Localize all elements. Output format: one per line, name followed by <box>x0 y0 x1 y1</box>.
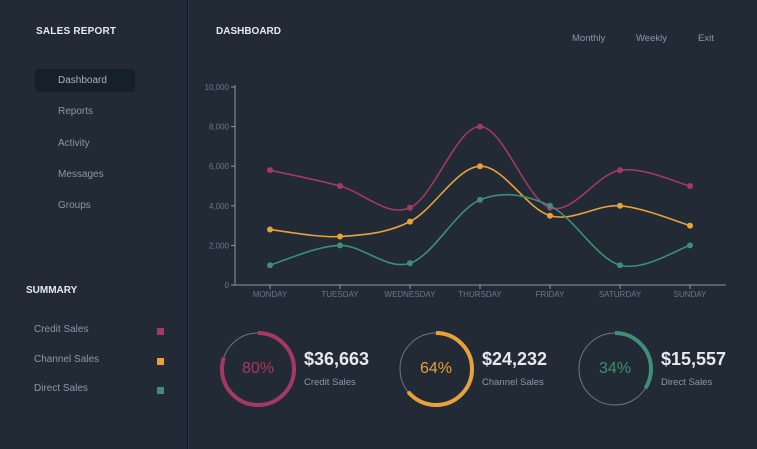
summary-title: SUMMARY <box>26 285 78 296</box>
x-tick-label: SUNDAY <box>674 290 707 299</box>
legend-swatch <box>157 357 164 365</box>
stat-amount: $24,232 <box>482 349 548 369</box>
data-point <box>407 260 413 267</box>
stat-percent: 64% <box>419 360 453 377</box>
data-point <box>267 226 273 233</box>
stat-amount: $15,557 <box>661 349 727 369</box>
data-point <box>267 167 273 174</box>
x-tick-label: WEDNESDAY <box>385 290 437 299</box>
sidebar-divider <box>188 0 189 449</box>
data-point <box>547 212 553 219</box>
legend-item-direct-sales: Direct Sales <box>34 383 166 413</box>
sidebar-item-groups[interactable]: Groups <box>58 200 91 212</box>
y-tick-label: 10,000 <box>205 83 230 92</box>
sidebar-item-messages[interactable]: Messages <box>58 168 104 180</box>
data-point <box>337 233 343 240</box>
stat-credit-sales: 80% $36,663 Credit Sales <box>219 330 389 410</box>
data-point <box>337 242 343 249</box>
x-tick-label: SATURDAY <box>599 290 642 299</box>
monthly-link[interactable]: Monthly <box>572 33 606 44</box>
stat-direct-sales: 34% $15,557 Direct Sales <box>576 330 746 410</box>
data-point <box>477 163 483 170</box>
y-tick-label: 2,000 <box>209 241 230 250</box>
x-tick-label: THURSDAY <box>458 290 502 299</box>
legend-label: Channel Sales <box>34 353 100 365</box>
data-point <box>687 183 693 189</box>
progress-ring <box>577 331 653 407</box>
data-point <box>617 167 623 174</box>
stat-label: Channel Sales <box>482 377 544 388</box>
data-point <box>477 123 483 130</box>
series-line-direct-sales <box>269 193 691 268</box>
page-title: DASHBOARD <box>216 26 281 37</box>
data-point <box>687 242 693 249</box>
app-title: SALES REPORT <box>36 26 117 37</box>
sidebar-item-reports[interactable]: Reports <box>58 106 94 118</box>
data-point <box>617 262 623 269</box>
sidebar-item-activity[interactable]: Activity <box>58 137 90 149</box>
data-point <box>617 202 623 209</box>
data-point <box>267 262 273 269</box>
x-tick-label: MONDAY <box>253 290 288 299</box>
y-tick-label: 4,000 <box>209 202 230 211</box>
legend-label: Direct Sales <box>34 383 88 394</box>
exit-link[interactable]: Exit <box>698 33 714 44</box>
legend-label: Credit Sales <box>34 324 89 335</box>
weekly-link[interactable]: Weekly <box>636 33 667 44</box>
x-tick-label: FRIDAY <box>536 290 565 299</box>
data-point <box>687 222 693 229</box>
sidebar: SALES REPORT Dashboard Reports Activity … <box>0 0 189 449</box>
legend-item-channel-sales: Channel Sales <box>34 354 166 384</box>
legend-item-credit-sales: Credit Sales <box>34 324 166 354</box>
legend-swatch <box>157 328 164 335</box>
y-tick-label: 8,000 <box>209 123 230 132</box>
progress-ring <box>398 331 474 407</box>
data-point <box>477 196 483 203</box>
stat-percent: 34% <box>598 360 632 377</box>
ring-progress <box>398 331 474 407</box>
data-point <box>337 183 343 189</box>
x-tick-label: TUESDAY <box>321 290 359 299</box>
stat-label: Credit Sales <box>304 377 356 388</box>
ring-progress <box>220 331 296 407</box>
stat-amount: $36,663 <box>304 349 370 369</box>
y-tick-label: 0 <box>225 281 230 290</box>
progress-ring <box>220 331 296 407</box>
y-tick-label: 6,000 <box>209 162 230 171</box>
data-point <box>547 202 553 209</box>
summary-legend: Credit Sales Channel Sales Direct Sales <box>34 324 166 413</box>
sidebar-item-dashboard[interactable]: Dashboard <box>35 69 135 92</box>
stat-channel-sales: 64% $24,232 Channel Sales <box>397 330 567 410</box>
ring-progress <box>577 331 653 407</box>
stat-percent: 80% <box>241 360 275 377</box>
data-point <box>407 218 413 225</box>
legend-swatch <box>157 387 164 394</box>
stat-label: Direct Sales <box>661 377 713 388</box>
sidebar-nav: Dashboard Reports Activity Messages Grou… <box>35 69 135 225</box>
data-point <box>407 204 413 211</box>
